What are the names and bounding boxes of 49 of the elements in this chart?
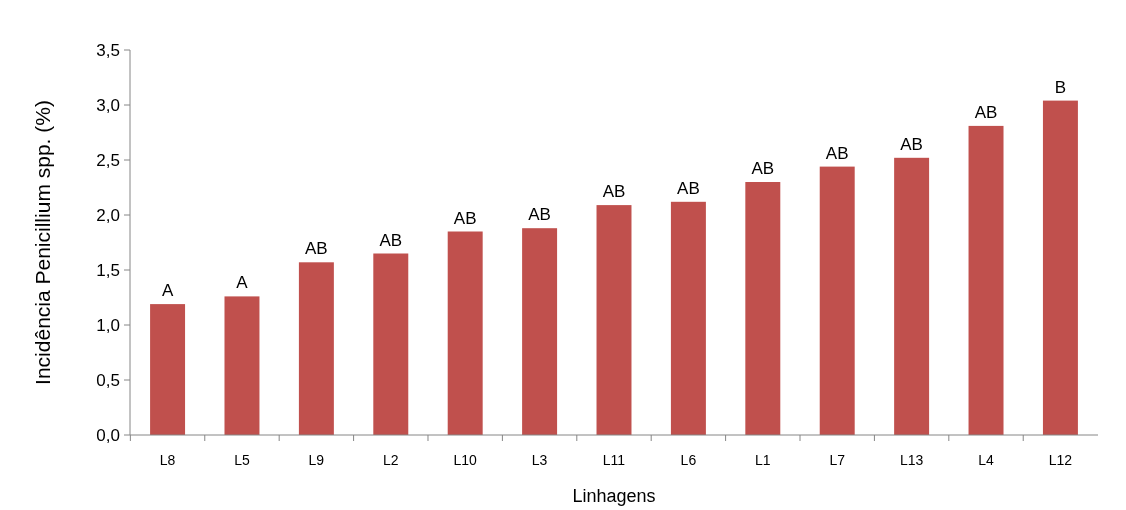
bar: [373, 253, 409, 435]
data-label: A: [236, 273, 249, 293]
x-tick-label: L3: [531, 452, 548, 468]
x-tick-label: L10: [453, 452, 478, 468]
y-tick-label: 2,5: [96, 150, 120, 170]
x-tick-label: L5: [234, 452, 250, 468]
bar: [298, 262, 334, 435]
bar: [745, 182, 781, 435]
bar: [1042, 100, 1078, 435]
data-label: AB: [974, 102, 998, 122]
data-label: A: [161, 281, 174, 301]
bar: [819, 166, 855, 435]
x-tick-label: L13: [899, 452, 924, 468]
y-tick-label: 3,5: [96, 40, 120, 60]
bar: [596, 205, 632, 435]
x-tick-label: L12: [1048, 452, 1073, 468]
data-label: AB: [305, 239, 328, 259]
y-tick-label: 1,0: [96, 315, 120, 335]
data-label: AB: [677, 178, 700, 198]
data-label: AB: [900, 134, 923, 154]
data-label: AB: [453, 208, 477, 228]
y-tick-label: 3,0: [96, 95, 120, 115]
x-tick-label: L6: [680, 452, 697, 468]
data-label: AB: [379, 230, 403, 250]
data-label: AB: [602, 182, 626, 202]
bar: [894, 157, 930, 435]
y-tick-label: 2,0: [96, 205, 120, 225]
data-label: AB: [528, 205, 551, 225]
bar: [224, 296, 260, 435]
x-tick-label: L7: [829, 452, 846, 468]
bar: [522, 228, 558, 435]
data-label: AB: [825, 143, 849, 163]
x-tick-label: L1: [755, 452, 771, 468]
x-tick-label: L2: [383, 452, 399, 468]
bar: [150, 304, 186, 435]
y-tick-label: 0,0: [96, 425, 120, 445]
x-tick-label: L8: [159, 452, 176, 468]
y-tick-label: 1,5: [96, 260, 120, 280]
data-label: B: [1054, 77, 1067, 97]
bar: [968, 125, 1004, 435]
data-label: AB: [751, 159, 775, 178]
bar: [447, 231, 483, 435]
bar: [670, 201, 706, 435]
x-axis-title: Linhagens: [572, 486, 656, 506]
y-axis-title: Incidência Penicillium spp. (%): [31, 100, 54, 385]
x-tick-label: L4: [978, 452, 995, 468]
x-tick-label: L11: [602, 452, 626, 468]
x-tick-label: L9: [308, 452, 325, 468]
y-tick-label: 0,5: [96, 370, 120, 390]
